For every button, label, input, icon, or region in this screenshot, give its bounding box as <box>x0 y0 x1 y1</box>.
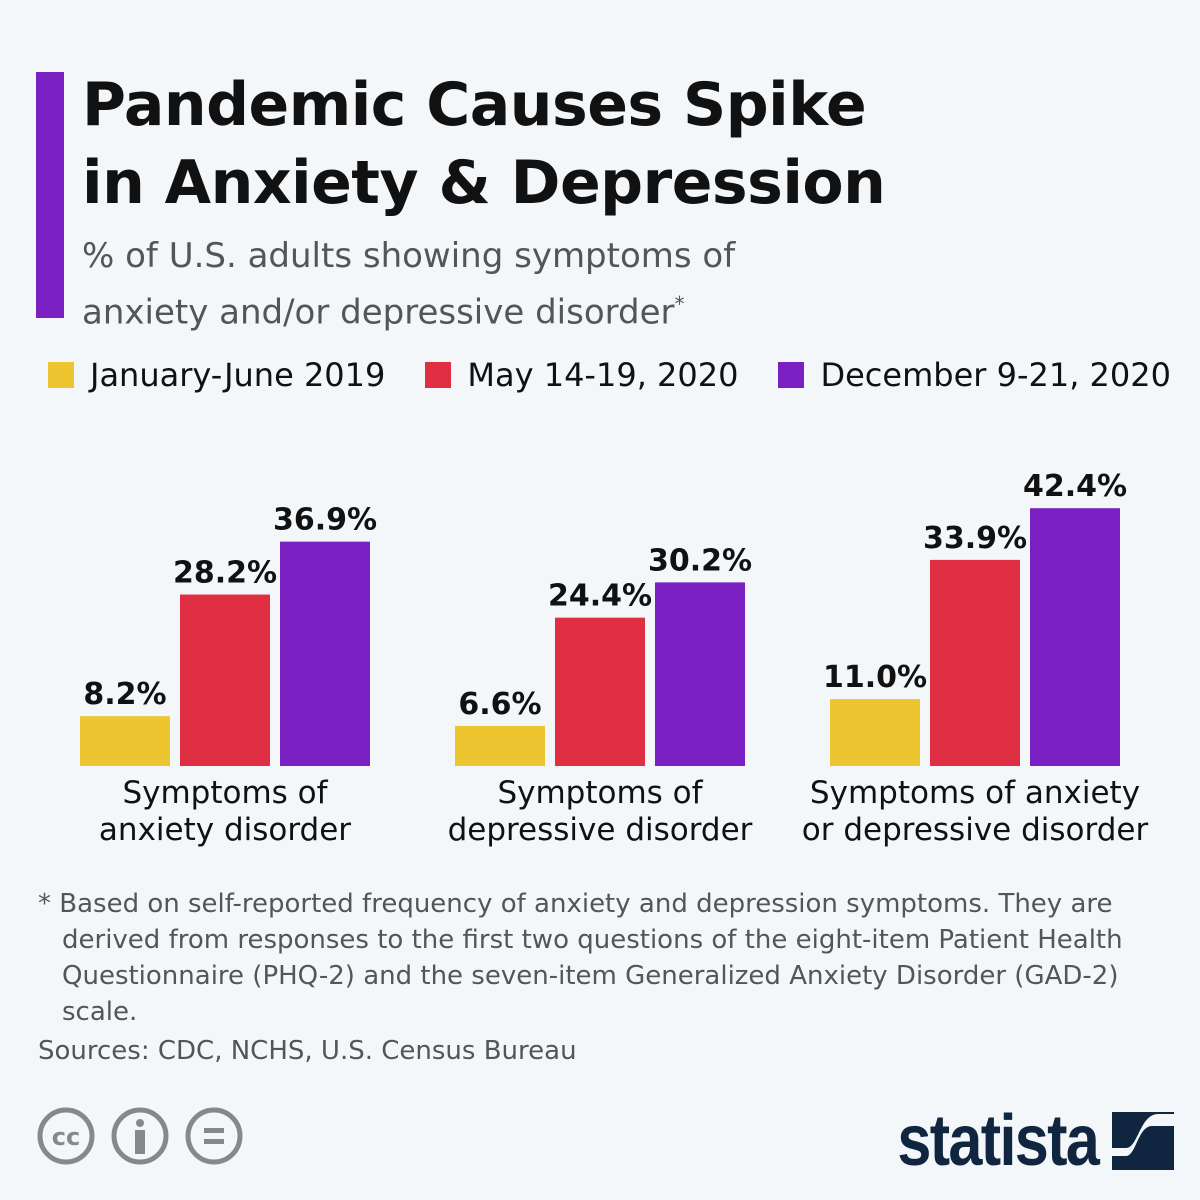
bar <box>930 559 1020 766</box>
category-label: Symptoms of anxiety <box>810 775 1140 811</box>
no-derivatives-icon[interactable] <box>184 1106 244 1166</box>
category-label: or depressive disorder <box>802 812 1149 848</box>
data-label: 24.4% <box>548 579 652 614</box>
bar <box>455 725 545 766</box>
data-label: 33.9% <box>923 521 1027 556</box>
statista-logo-icon <box>1112 1112 1175 1170</box>
category-label: Symptoms of <box>122 775 328 811</box>
category-label: depressive disorder <box>448 812 753 848</box>
subtitle: % of U.S. adults showing symptoms of anxi… <box>82 236 736 333</box>
legend-swatch <box>778 362 805 388</box>
legend: January-June 2019 May 14-19, 2020 Decemb… <box>48 356 1171 394</box>
sources: Sources: CDC, NCHS, U.S. Census Bureau <box>38 1036 577 1066</box>
license-icons: cc <box>36 1106 244 1166</box>
legend-swatch <box>48 362 74 388</box>
bar <box>830 699 920 766</box>
bar <box>180 594 270 766</box>
svg-text:cc: cc <box>52 1123 80 1151</box>
category-label: anxiety disorder <box>99 812 351 848</box>
bar <box>555 617 645 766</box>
data-label: 36.9% <box>273 503 377 538</box>
bar <box>1030 508 1120 766</box>
data-label: 42.4% <box>1023 469 1127 504</box>
data-label: 6.6% <box>458 687 541 722</box>
data-label: 28.2% <box>173 556 277 591</box>
legend-swatch <box>425 362 452 388</box>
bar <box>280 541 370 766</box>
category-label: Symptoms of <box>497 775 703 811</box>
footnote: * Based on self-reported frequency of an… <box>38 889 1123 1027</box>
bar <box>655 582 745 766</box>
data-label: 8.2% <box>83 677 166 712</box>
legend-item: May 14-19, 2020 <box>425 356 738 394</box>
statista-logo[interactable]: statista <box>862 1100 1175 1182</box>
legend-item: January-June 2019 <box>48 356 385 394</box>
cc-icon[interactable]: cc <box>36 1106 96 1166</box>
data-label: 11.0% <box>823 660 927 695</box>
logo-wordmark: statista <box>897 1101 1099 1181</box>
bar <box>80 716 170 766</box>
attribution-icon[interactable] <box>110 1106 170 1166</box>
accent-bar <box>36 72 64 318</box>
legend-item: December 9-21, 2020 <box>778 356 1171 394</box>
data-label: 30.2% <box>648 543 752 578</box>
page-title: Pandemic Causes Spike in Anxiety & Depres… <box>82 70 886 218</box>
